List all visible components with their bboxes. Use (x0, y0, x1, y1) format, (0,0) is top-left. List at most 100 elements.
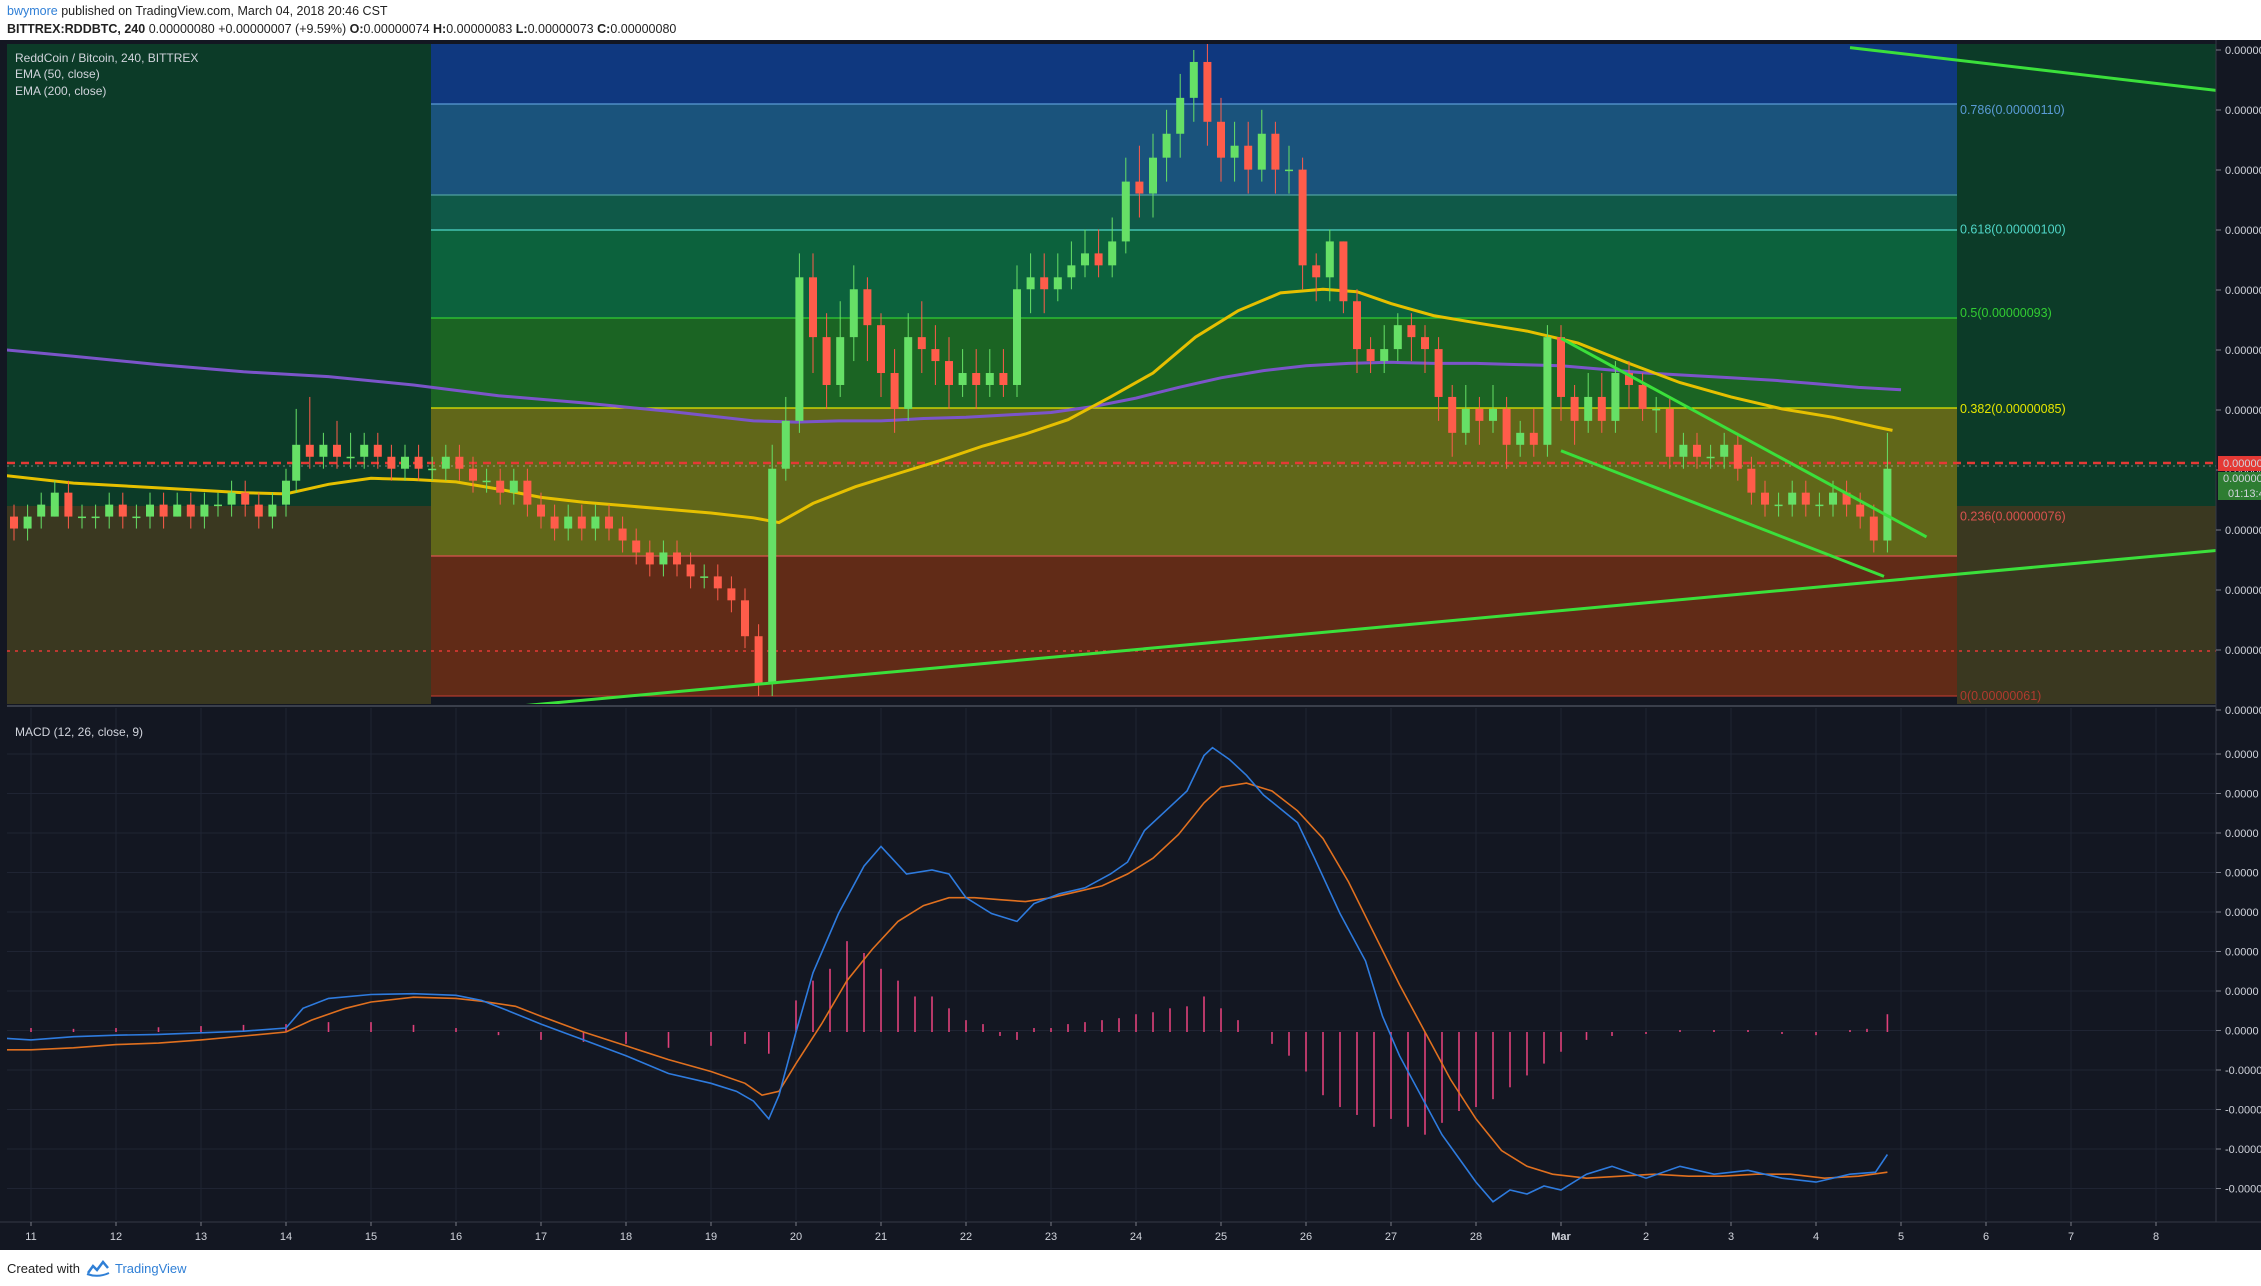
candle (1652, 408, 1661, 411)
created-with-text: Created with (7, 1261, 80, 1276)
trendline (1560, 449, 1885, 578)
tradingview-link[interactable]: TradingView (115, 1261, 187, 1276)
time-tick-label: 28 (1470, 1231, 1482, 1243)
fib-label: 0(0.00000061) (1960, 689, 2041, 703)
candle (1638, 384, 1647, 409)
candle (387, 456, 396, 469)
published-text: published on TradingView.com, March 04, … (61, 4, 388, 18)
price-tick-label: 0.00000065 (2225, 645, 2261, 657)
signal-line (7, 782, 1888, 1180)
candle (1094, 253, 1103, 266)
candle (186, 504, 195, 517)
candle (537, 504, 545, 517)
candle (1149, 157, 1157, 194)
candle (1529, 432, 1538, 445)
candle (836, 337, 845, 385)
candle (1597, 396, 1606, 421)
candle (1067, 265, 1076, 278)
right-zone-bottom (1957, 506, 2216, 704)
macd-tick-label: 0.0000 (2225, 789, 2259, 801)
candle (863, 289, 872, 326)
tradingview-logo-icon[interactable] (86, 1259, 110, 1280)
candle (1733, 444, 1742, 469)
publish-info: bwymore published on TradingView.com, Ma… (7, 4, 388, 18)
candle (1271, 133, 1280, 170)
candle (591, 516, 600, 529)
price-tick-label: 0.00000060 (2225, 705, 2261, 717)
candle (1081, 253, 1089, 266)
candle (282, 480, 290, 505)
candle (700, 576, 709, 578)
fib-label: 0.618(0.00000100) (1960, 222, 2066, 236)
candle (1407, 325, 1416, 338)
fib-label: 0.5(0.00000093) (1960, 306, 2052, 320)
candle (1829, 492, 1837, 505)
candle (1121, 181, 1130, 242)
open-label: O: (349, 22, 364, 36)
prev-close-tag (2218, 456, 2261, 471)
candle (1706, 456, 1715, 459)
candle (373, 444, 382, 457)
candle (0, 517, 1, 529)
time-tick-label: 6 (1983, 1231, 1989, 1243)
candle (1856, 504, 1865, 517)
candle (37, 504, 46, 517)
candle (1570, 396, 1579, 421)
fib-label: 0.236(0.00000076) (1960, 510, 2066, 524)
macd-tick-label: 0.0000 (2225, 907, 2259, 919)
chart-header: bwymore published on TradingView.com, Ma… (0, 0, 2261, 40)
macd-tick-label: 0.0000 (2225, 828, 2259, 840)
candle (1761, 492, 1769, 505)
candle (292, 444, 301, 481)
fib-band (431, 195, 1957, 230)
candle (1516, 432, 1525, 445)
candle (1366, 349, 1375, 362)
candle (227, 492, 236, 505)
time-tick-label: 24 (1130, 1231, 1142, 1243)
candle (945, 361, 953, 385)
candle (809, 277, 817, 338)
price-tick-label: 0.00000090 (2225, 345, 2261, 357)
chart-area[interactable]: 0.786(0.00000110) 0.618(0.00000100) 0.5(0.… (0, 40, 2261, 1250)
candle (305, 444, 314, 457)
candle (713, 576, 722, 589)
candle (1176, 97, 1185, 134)
change-value: +0.00000007 (+9.59%) (218, 22, 347, 36)
fib-label: 0.786(0.00000110) (1960, 103, 2065, 117)
macd-tick-label: -0.0000 (2225, 1105, 2261, 1117)
candle (659, 552, 668, 565)
candle (741, 600, 749, 637)
candle (1298, 169, 1307, 266)
high-label: H: (433, 22, 447, 36)
candle (1475, 408, 1484, 421)
time-tick-label: 14 (280, 1231, 292, 1243)
time-tick-label: 12 (110, 1231, 122, 1243)
candle (931, 349, 940, 362)
candle (1108, 241, 1117, 266)
candle (1883, 468, 1892, 541)
candle (173, 504, 182, 517)
candle (1489, 408, 1497, 421)
candle (441, 456, 450, 469)
fib-band (431, 408, 1957, 556)
time-tick-label: 22 (960, 1231, 972, 1243)
fib-label: 0.382(0.00000085) (1960, 402, 2066, 416)
candle (118, 504, 127, 517)
chart-canvas[interactable]: 0.786(0.00000110) 0.618(0.00000100) 0.5(0.… (0, 40, 2261, 1250)
candle (346, 456, 355, 459)
trendline (1560, 337, 1928, 539)
candle (1203, 61, 1212, 122)
candle (877, 325, 885, 374)
candle (241, 492, 250, 505)
macd-tick-label: -0.0000 (2225, 1065, 2261, 1077)
candle (1665, 408, 1674, 457)
high-value: 0.00000083 (446, 22, 513, 36)
candle (1461, 408, 1470, 433)
candle (1584, 396, 1593, 421)
macd-tick-label: 0.0000 (2225, 868, 2259, 880)
candle (23, 516, 32, 529)
author-link[interactable]: bwymore (7, 4, 58, 18)
macd-line (7, 746, 1889, 1203)
time-tick-label: 26 (1300, 1231, 1312, 1243)
close-price: 0.00000080 (148, 22, 215, 36)
